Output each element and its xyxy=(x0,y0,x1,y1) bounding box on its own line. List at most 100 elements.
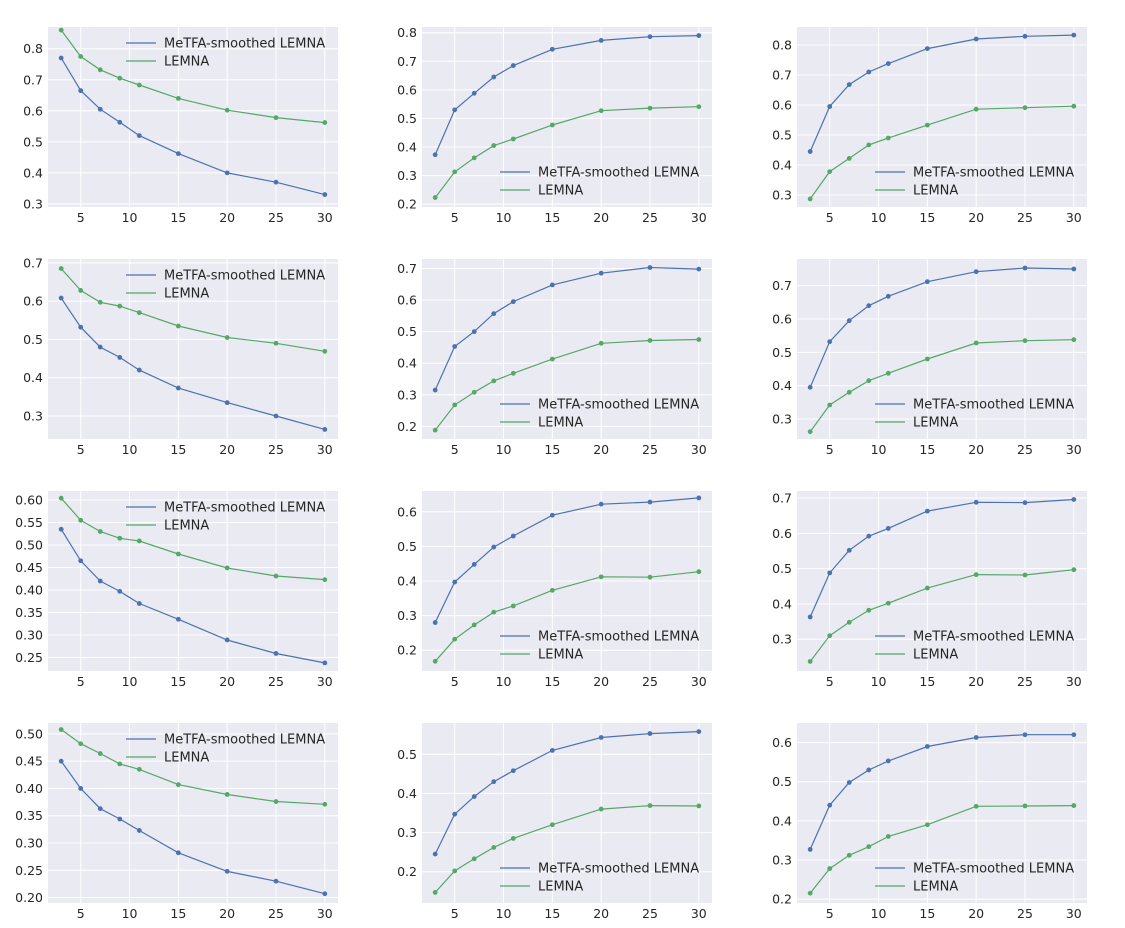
data-point xyxy=(846,852,852,858)
x-tick-label: 10 xyxy=(871,210,887,225)
x-tick-label: 25 xyxy=(1017,674,1033,689)
y-tick-label: 0.3 xyxy=(397,387,417,402)
plot-area xyxy=(422,723,712,903)
y-tick-label: 0.8 xyxy=(23,41,43,56)
data-point xyxy=(58,55,64,61)
y-tick-label: 0.2 xyxy=(397,197,417,212)
legend-label: LEMNA xyxy=(538,880,583,895)
data-point xyxy=(322,192,328,197)
data-point xyxy=(885,600,891,606)
subplot-9: 5 10 15 20 25 30 0.3 0.4 0.5 0.6 0.7 MeTFA-smoothed… xyxy=(772,491,1087,689)
legend-label: LEMNA xyxy=(164,287,209,302)
x-tick-label: 15 xyxy=(919,210,935,225)
x-tick-label: 10 xyxy=(871,674,887,689)
legend-label: LEMNA xyxy=(164,55,209,70)
data-point xyxy=(807,384,813,390)
legend-label: MeTFA-smoothed LEMNA xyxy=(164,733,325,748)
data-point xyxy=(973,340,979,346)
data-point xyxy=(866,607,872,613)
legend-label: LEMNA xyxy=(538,184,583,199)
data-point xyxy=(827,402,833,408)
data-point xyxy=(1071,567,1077,573)
y-tick-label: 0.2 xyxy=(397,643,417,658)
data-point xyxy=(78,288,84,293)
legend-label: MeTFA-smoothed LEMNA xyxy=(164,37,325,52)
y-tick-label: 0.7 xyxy=(772,278,792,293)
y-tick-label: 0.5 xyxy=(397,324,417,339)
data-point xyxy=(136,538,142,544)
y-tick-label: 0.5 xyxy=(772,774,792,789)
data-point xyxy=(97,299,103,305)
y-tick-label: 0.4 xyxy=(772,596,792,611)
data-point xyxy=(136,828,142,833)
data-point xyxy=(471,155,477,161)
data-point xyxy=(1022,105,1028,111)
y-tick-label: 0.3 xyxy=(23,196,43,211)
y-tick-label: 0.50 xyxy=(15,726,43,741)
data-point xyxy=(846,547,852,553)
x-tick-label: 5 xyxy=(826,906,834,921)
subplot-4: 5 10 15 20 25 30 0.3 0.4 0.5 0.6 0.7 MeTFA-smoothed… xyxy=(23,255,338,457)
data-point xyxy=(1071,803,1077,808)
data-point xyxy=(117,588,123,594)
data-point xyxy=(491,74,497,80)
x-tick-label: 20 xyxy=(219,210,235,225)
data-point xyxy=(696,266,702,272)
subplot-7: 5 10 15 20 25 30 0.25 0.30 0.35 0.40 0.45 0.50 0.55 0… xyxy=(15,491,338,689)
data-point xyxy=(1022,500,1028,506)
data-point xyxy=(224,637,230,643)
data-point xyxy=(136,367,142,373)
x-tick-label: 25 xyxy=(1017,210,1033,225)
y-tick-label: 0.6 xyxy=(397,293,417,308)
data-point xyxy=(924,585,930,591)
data-point xyxy=(866,69,872,75)
data-point xyxy=(866,844,872,850)
y-tick-label: 0.5 xyxy=(772,561,792,576)
data-point xyxy=(117,761,123,767)
data-point xyxy=(973,106,979,112)
x-tick-label: 25 xyxy=(1017,906,1033,921)
y-tick-label: 0.6 xyxy=(23,103,43,118)
data-point xyxy=(647,105,653,111)
x-tick-label: 20 xyxy=(968,906,984,921)
data-point xyxy=(973,735,979,740)
data-point xyxy=(827,633,833,639)
data-point xyxy=(885,758,891,764)
data-point xyxy=(471,90,477,96)
y-tick-label: 0.3 xyxy=(397,825,417,840)
data-point xyxy=(175,616,181,622)
plot-area xyxy=(797,491,1087,671)
y-tick-label: 0.7 xyxy=(23,72,43,87)
data-point xyxy=(78,786,84,791)
data-point xyxy=(78,558,84,564)
subplot-10: 5 10 15 20 25 30 0.20 0.25 0.30 0.35 0.40 0.45 0.50 M… xyxy=(15,723,338,921)
y-tick-label: 0.6 xyxy=(23,294,43,309)
plot-area xyxy=(48,259,338,439)
subplot-11: 5 10 15 20 25 30 0.2 0.3 0.4 0.5 MeTFA-smoothed LE… xyxy=(397,723,712,921)
y-tick-label: 0.4 xyxy=(397,574,417,589)
y-tick-label: 0.4 xyxy=(397,140,417,155)
data-point xyxy=(647,34,653,40)
x-tick-label: 15 xyxy=(544,674,560,689)
data-point xyxy=(598,340,604,346)
data-point xyxy=(175,95,181,101)
legend-label: MeTFA-smoothed LEMNA xyxy=(913,166,1074,181)
data-point xyxy=(647,731,653,736)
data-point xyxy=(322,801,328,807)
legend-label: MeTFA-smoothed LEMNA xyxy=(164,501,325,516)
y-tick-label: 0.4 xyxy=(772,158,792,173)
data-point xyxy=(647,338,653,343)
y-tick-label: 0.3 xyxy=(397,168,417,183)
data-point xyxy=(322,427,328,432)
data-point xyxy=(97,106,103,112)
legend-label: LEMNA xyxy=(538,416,583,431)
data-point xyxy=(1071,103,1077,109)
data-point xyxy=(510,768,516,774)
data-point xyxy=(117,355,123,360)
data-point xyxy=(807,614,813,620)
data-point xyxy=(827,866,833,871)
data-point xyxy=(807,429,813,435)
data-point xyxy=(117,119,123,125)
y-tick-label: 0.7 xyxy=(23,255,43,270)
